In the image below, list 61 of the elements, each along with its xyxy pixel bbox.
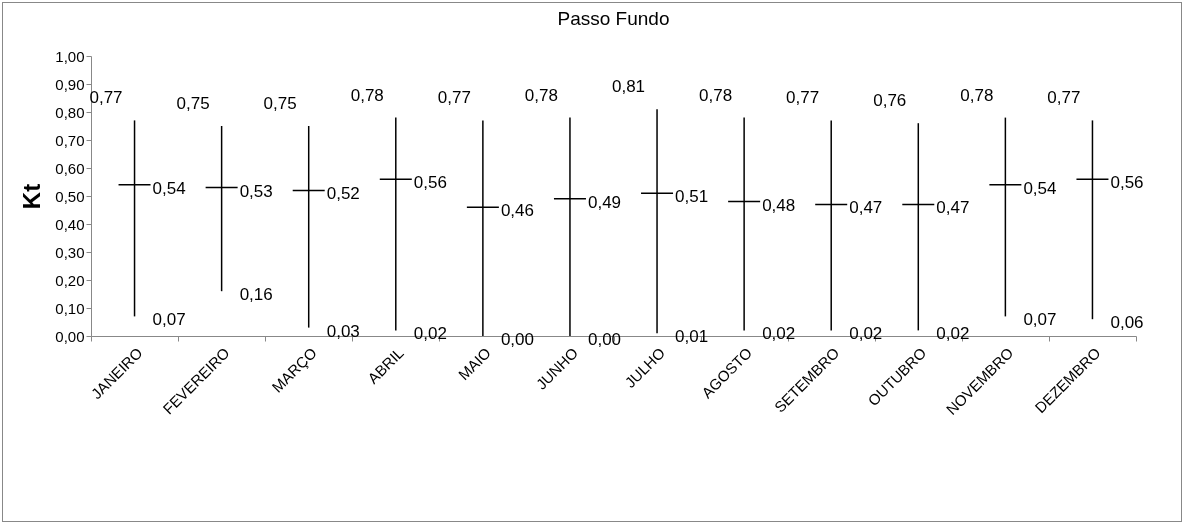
candlestick (291, 125, 326, 329)
text: 0,56 (413, 173, 447, 193)
candlestick (204, 125, 239, 292)
text: 0,77 (437, 88, 471, 108)
text: 0,46 (500, 201, 534, 221)
y-tick-label: 0,20 (55, 271, 85, 289)
text: 0,52 (326, 184, 360, 204)
y-tick-label: 0,70 (55, 131, 85, 149)
text: 0,77 (89, 88, 123, 108)
candlestick (814, 119, 848, 332)
text: 0,07 (152, 310, 186, 330)
y-tick-label: 0,30 (55, 243, 85, 261)
y-tick-label: 0,40 (55, 215, 85, 233)
text: 0,47 (849, 198, 883, 218)
text: 0,03 (326, 321, 360, 341)
text: 0,78 (350, 85, 384, 105)
text: 0,49 (587, 192, 622, 212)
candlestick (466, 119, 500, 337)
text: 0,77 (786, 88, 820, 108)
candlestick (1075, 119, 1110, 320)
text: 0,06 (1110, 313, 1144, 333)
text: 0,75 (176, 94, 210, 113)
chart-title: Passo Fundo (557, 8, 670, 29)
text: 0,78 (960, 85, 994, 105)
text: 0,01 (675, 327, 709, 347)
y-tick-label: 0,50 (55, 187, 85, 205)
text: 0,16 (239, 285, 273, 305)
text: 0,02 (413, 324, 447, 344)
candlestick (727, 116, 761, 332)
candlestick (553, 116, 587, 337)
text: 0,75 (263, 94, 297, 113)
y-tick-label: 0,60 (55, 159, 85, 177)
text: 0,00 (500, 330, 534, 349)
text: 0,02 (762, 324, 796, 344)
y-tick-label: 0,00 (55, 327, 85, 345)
text: 0,48 (762, 195, 796, 215)
y-tick-label: 0,90 (55, 75, 85, 93)
y-axis-title: Kt (18, 183, 46, 210)
text: 0,81 (611, 77, 646, 97)
candlestick (640, 108, 674, 334)
text: 0,02 (936, 324, 970, 344)
candlestick (117, 119, 152, 318)
text: 0,56 (1110, 173, 1144, 193)
text: 0,02 (849, 324, 883, 344)
text: 0,78 (524, 85, 558, 105)
y-tick-label: 0,10 (55, 299, 85, 317)
text: 0,76 (873, 91, 907, 111)
text: 0,77 (1047, 88, 1081, 108)
text: 0,51 (675, 187, 709, 207)
text: 0,78 (699, 85, 733, 105)
candlestick (901, 122, 936, 332)
text: 0,47 (936, 198, 970, 218)
candlestick (379, 116, 413, 332)
candlestick (988, 116, 1023, 318)
y-tick-label: 1,00 (55, 47, 85, 65)
text: 0,54 (152, 178, 186, 198)
text: 0,00 (587, 330, 622, 349)
text: 0,53 (239, 181, 273, 201)
text: 0,07 (1023, 310, 1057, 330)
text: 0,54 (1023, 178, 1057, 198)
y-tick-label: 0,80 (55, 103, 85, 121)
